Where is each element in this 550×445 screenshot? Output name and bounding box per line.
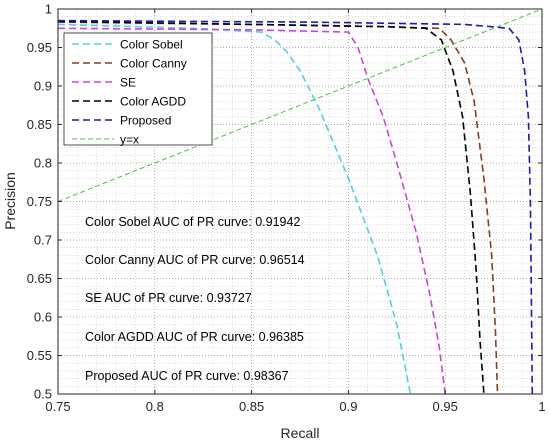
y-tick-label: 0.85 [27,117,52,132]
y-tick-label: 0.75 [27,194,52,209]
y-tick-label: 0.9 [34,79,52,94]
legend-box [63,32,213,146]
plot-area: Color Sobel AUC of PR curve: 0.91942 Colo… [57,8,543,395]
x-tick-label: 1 [538,399,545,414]
legend-entry-label: SE [120,76,136,90]
x-tick-label: 0.85 [239,399,264,414]
auc-annotation: SE AUC of PR curve: 0.93727 [85,291,252,305]
series-line-y-x [57,8,543,202]
auc-annotation: Color Canny AUC of PR curve: 0.96514 [85,253,305,267]
legend-entry-label: Color Sobel [120,38,183,52]
x-tick-label: 0.95 [433,399,458,414]
series-line-color-agdd [57,20,485,395]
y-tick-label: 0.55 [27,348,52,363]
series-layer [57,8,543,395]
auc-annotation: Color AGDD AUC of PR curve: 0.96385 [85,330,304,344]
y-tick-label: 0.65 [27,271,52,286]
x-axis-label: Recall [281,425,320,441]
series-line-se [57,27,446,395]
legend-entry-label: Color Canny [120,57,187,71]
y-tick-label: 0.7 [34,233,52,248]
auc-annotation: Color Sobel AUC of PR curve: 0.91942 [85,215,300,229]
y-axis-ticks: 0.5 0.55 0.6 0.65 0.7 0.75 0.8 0.85 0.9 0.95 1 [27,2,542,402]
x-axis-ticks: 0.75 0.8 0.85 0.9 0.95 1 [45,9,546,414]
y-tick-label: 0.95 [27,40,52,55]
x-tick-label: 0.8 [146,399,164,414]
y-tick-label: 0.8 [34,156,52,171]
x-tick-label: 0.75 [45,399,70,414]
y-tick-label: 0.5 [34,387,52,402]
auc-annotation: Proposed AUC of PR curve: 0.98367 [85,369,289,383]
y-axis-label: Precision [2,172,18,230]
y-tick-label: 0.6 [34,310,52,325]
legend-entry-label: Color AGDD [120,95,186,109]
series-line-color-canny [57,21,499,395]
y-tick-label: 1 [45,2,52,17]
legend-entry-label: Proposed [120,114,171,128]
legend: Color Sobel Color Canny SE Color AGDD Propos… [63,32,213,147]
annotation-layer: Color Sobel AUC of PR curve: 0.91942 Colo… [85,215,305,383]
series-line-color-sobel [57,23,412,395]
x-tick-label: 0.9 [339,399,357,414]
legend-entry-label: y=x [120,133,139,147]
